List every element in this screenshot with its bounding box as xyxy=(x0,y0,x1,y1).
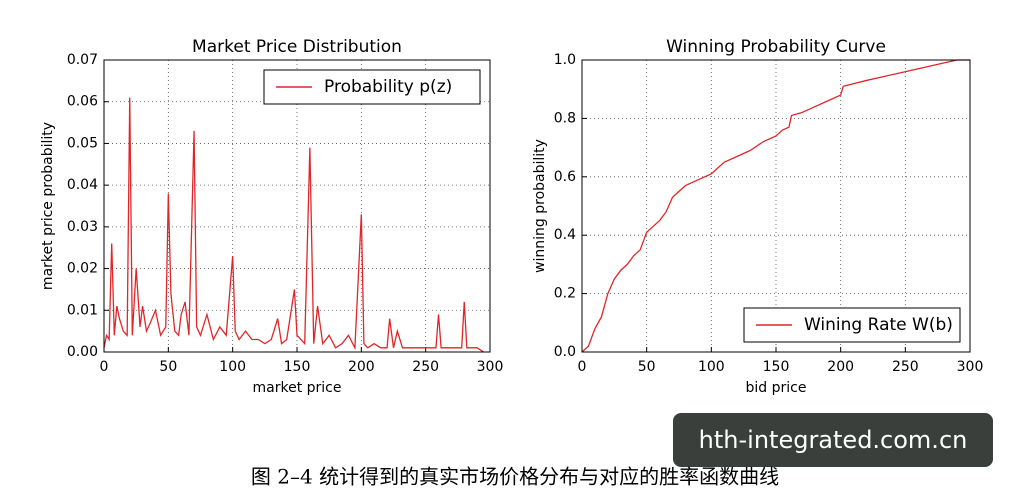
plot-frame xyxy=(581,59,971,353)
chart-title: Winning Probability Curve xyxy=(666,37,886,57)
y-tick-label: 0.04 xyxy=(67,177,98,193)
plot-frame xyxy=(103,59,491,353)
x-axis-label: bid price xyxy=(746,380,807,396)
caption: 图 2–4 统计得到的真实市场价格分布与对应的胜率函数曲线 xyxy=(251,465,779,489)
x-tick-label: 100 xyxy=(698,359,725,375)
watermark-box xyxy=(673,413,993,467)
x-tick-label: 0 xyxy=(578,359,587,375)
y-tick-label: 0.6 xyxy=(554,169,576,185)
y-tick-label: 0.06 xyxy=(67,94,98,110)
data-line xyxy=(103,97,484,353)
data-line xyxy=(581,59,970,353)
y-tick-label: 0.03 xyxy=(67,219,98,235)
y-tick-label: 0.4 xyxy=(554,227,576,243)
y-tick-label: 0.01 xyxy=(67,302,98,318)
legend-label: Probability p(z) xyxy=(324,77,452,97)
x-tick-label: 300 xyxy=(477,359,504,375)
y-axis-label: market price probability xyxy=(40,122,56,290)
x-tick-label: 300 xyxy=(957,359,984,375)
x-tick-label: 50 xyxy=(638,359,656,375)
y-tick-label: 0.8 xyxy=(554,110,576,126)
x-tick-label: 50 xyxy=(159,359,177,375)
y-tick-label: 1.0 xyxy=(554,52,576,68)
x-tick-label: 200 xyxy=(348,359,375,375)
x-tick-label: 200 xyxy=(827,359,854,375)
x-tick-label: 250 xyxy=(892,359,919,375)
chart-title: Market Price Distribution xyxy=(192,37,402,57)
x-tick-label: 150 xyxy=(763,359,790,375)
x-tick-label: 150 xyxy=(284,359,311,375)
y-tick-label: 0.2 xyxy=(554,286,576,302)
legend-label: Wining Rate W(b) xyxy=(804,315,953,335)
y-tick-label: 0.00 xyxy=(67,344,98,360)
x-axis-label: market price xyxy=(253,380,342,396)
y-axis-label: winning probability xyxy=(532,139,548,273)
y-tick-label: 0.0 xyxy=(554,344,576,360)
y-tick-label: 0.05 xyxy=(67,135,98,151)
watermark: hth-integrated.com.cn xyxy=(699,426,968,454)
x-tick-label: 250 xyxy=(412,359,439,375)
x-tick-label: 0 xyxy=(100,359,109,375)
x-tick-label: 100 xyxy=(219,359,246,375)
y-tick-label: 0.07 xyxy=(67,52,98,68)
y-tick-label: 0.02 xyxy=(67,261,98,277)
